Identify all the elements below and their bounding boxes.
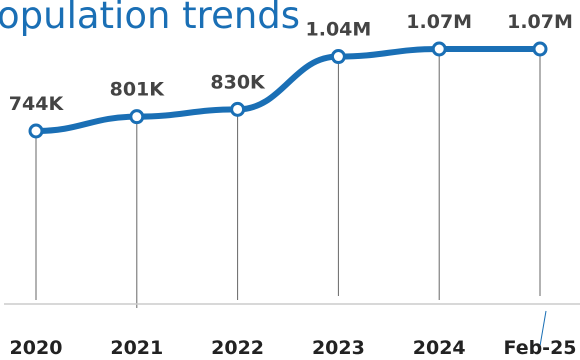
x-tick-label-feb-25: Feb-25 (503, 337, 576, 359)
series-line (33, 45, 543, 134)
data-label-2020: 744K (9, 93, 65, 115)
marker-2024 (431, 41, 447, 57)
axis-break-mark (539, 310, 547, 347)
x-tick-labels-group: 2020 2021 2022 2023 2024 Feb-25 (10, 337, 577, 359)
data-label-2022: 830K (210, 71, 266, 93)
data-label-2024: 1.07M (406, 11, 472, 33)
x-tick-label-2021: 2021 (110, 337, 163, 359)
data-label-feb-25: 1.07M (507, 11, 573, 33)
droplines-group (35, 49, 547, 347)
data-label-2021: 801K (110, 79, 166, 101)
x-tick-label-2020: 2020 (10, 337, 63, 359)
x-tick-label-2022: 2022 (211, 337, 264, 359)
data-labels-group: 744K 801K 830K 1.04M 1.07M 1.07M (9, 11, 573, 115)
marker-2020 (28, 123, 44, 139)
marker-2022 (230, 101, 246, 117)
marker-2023 (330, 49, 346, 65)
x-tick-label-2023: 2023 (312, 337, 365, 359)
x-tick-label-2024: 2024 (413, 337, 466, 359)
chart-title: opulation trends (0, 0, 300, 37)
data-label-2023: 1.04M (306, 19, 372, 41)
marker-feb-25 (532, 41, 548, 57)
markers-group (28, 41, 548, 139)
marker-2021 (129, 109, 145, 125)
